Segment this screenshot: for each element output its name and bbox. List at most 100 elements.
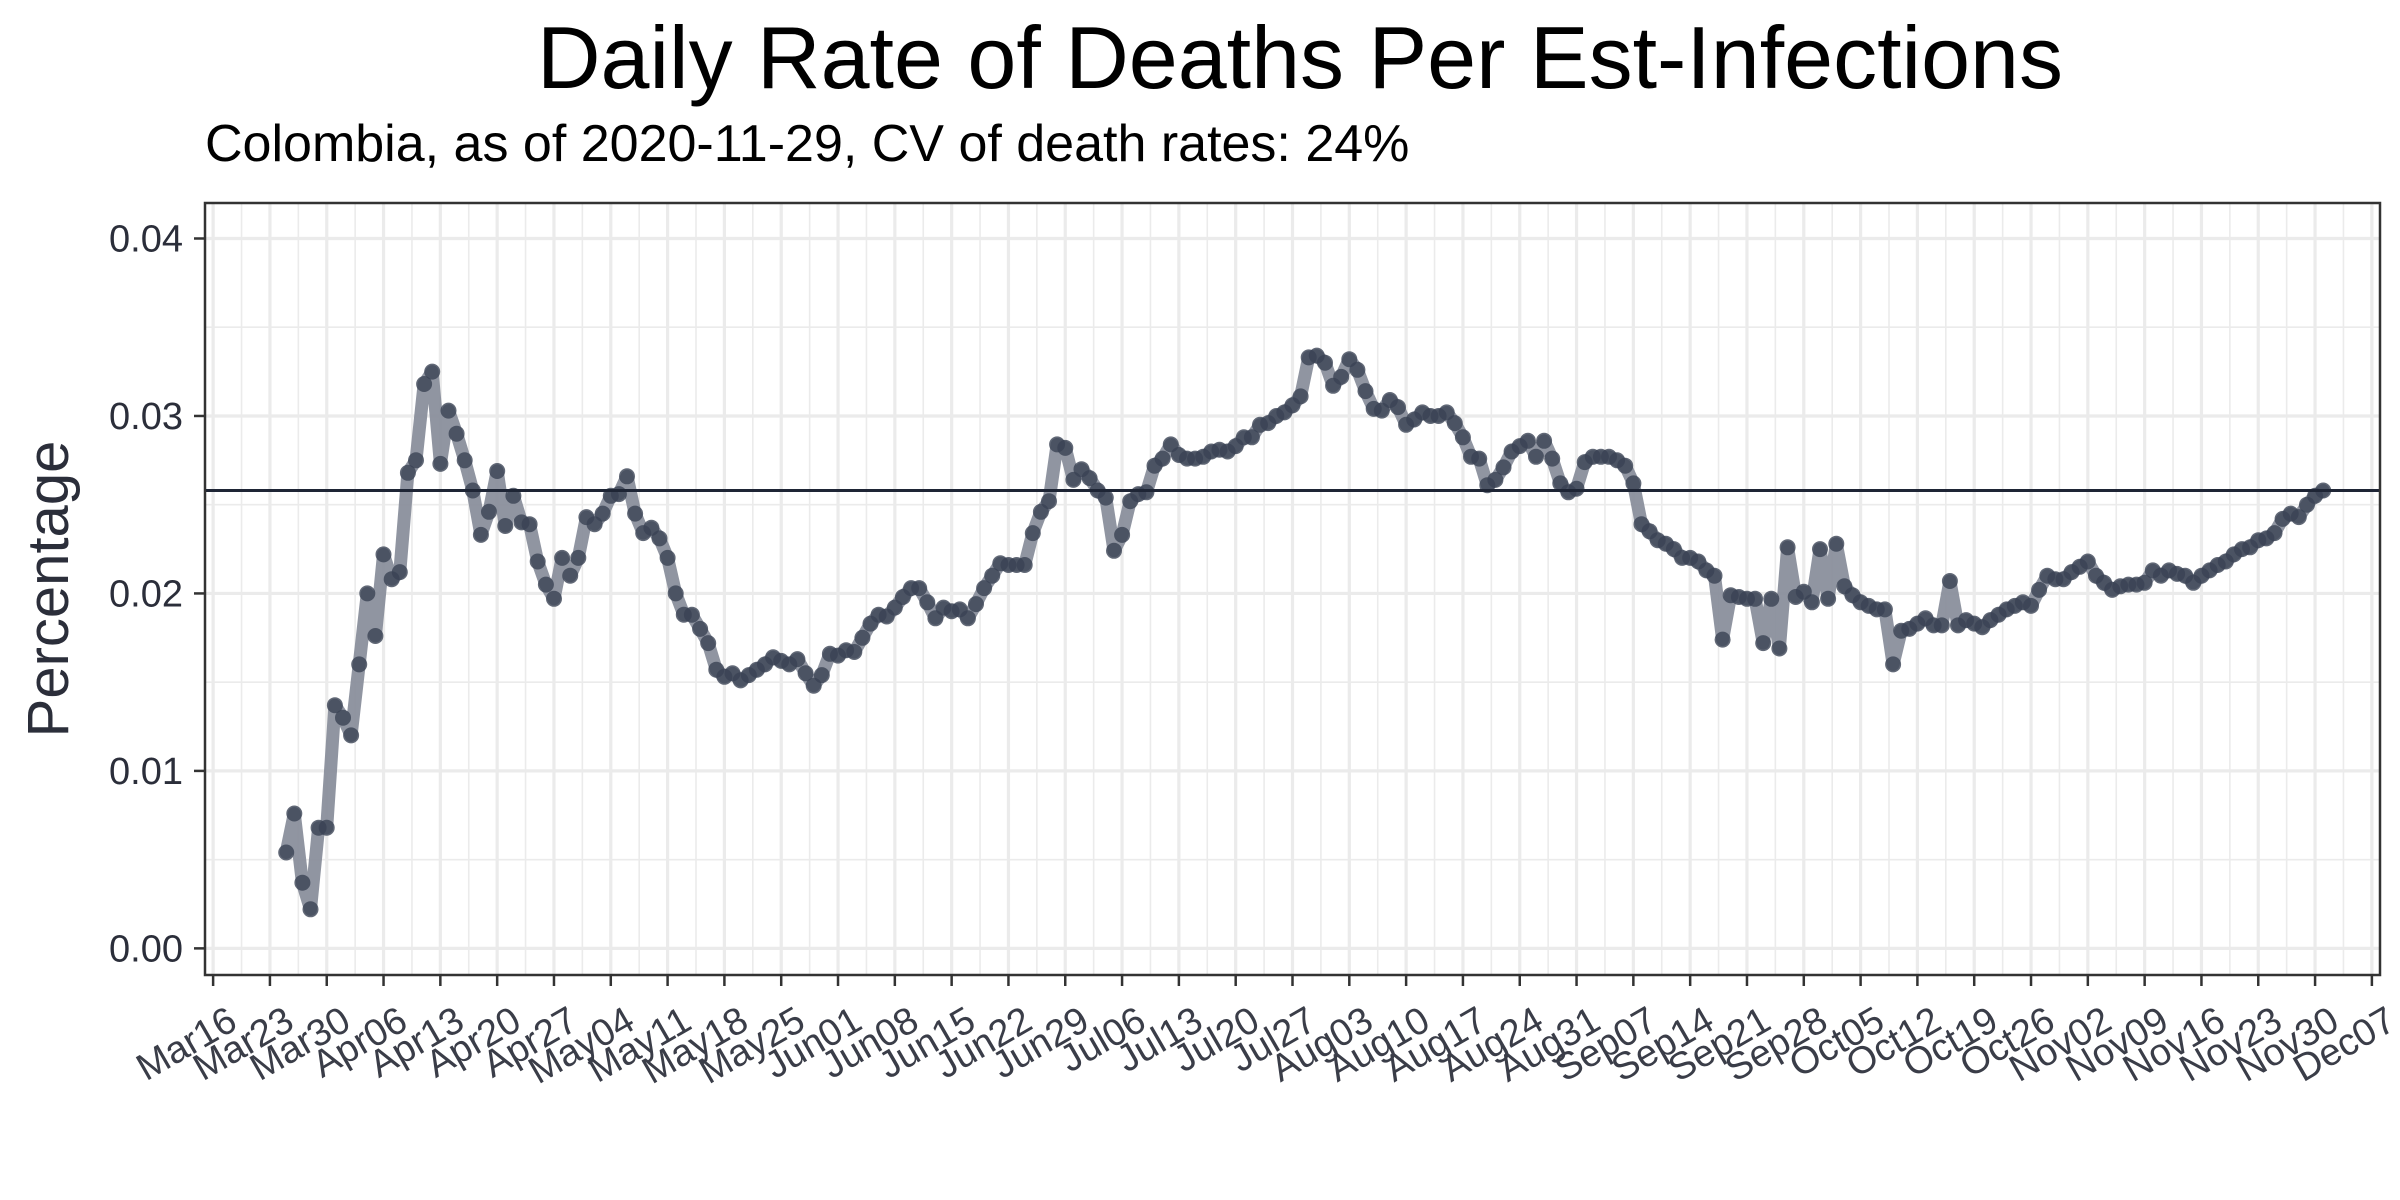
data-point bbox=[854, 629, 871, 646]
y-tick-label: 0.01 bbox=[109, 751, 183, 793]
data-point bbox=[667, 585, 684, 602]
data-point bbox=[627, 505, 644, 522]
data-point bbox=[1812, 541, 1828, 558]
data-point bbox=[391, 564, 408, 581]
data-point bbox=[683, 606, 700, 623]
data-point bbox=[2290, 509, 2307, 526]
data-point bbox=[1495, 459, 1512, 476]
data-point bbox=[408, 452, 424, 469]
chart-title: Daily Rate of Deaths Per Est-Infections bbox=[537, 8, 2063, 107]
data-point bbox=[1097, 489, 1114, 506]
data-point bbox=[472, 526, 489, 543]
data-point bbox=[497, 518, 514, 534]
series-layer bbox=[278, 347, 2332, 918]
y-tick-label: 0.03 bbox=[109, 396, 183, 438]
chart-subtitle: Colombia, as of 2020-11-29, CV of death … bbox=[205, 115, 1410, 173]
data-point bbox=[1617, 457, 1634, 474]
data-point bbox=[399, 464, 416, 481]
x-axis: Mar16Mar23Mar30Apr06Apr13Apr20Apr27May04… bbox=[130, 975, 2400, 1093]
data-point bbox=[700, 635, 717, 652]
data-point bbox=[1454, 429, 1471, 446]
data-point bbox=[1803, 594, 1820, 611]
data-point bbox=[2266, 525, 2283, 542]
data-point bbox=[335, 709, 351, 726]
data-point bbox=[1941, 573, 1958, 589]
data-point bbox=[2023, 597, 2039, 614]
data-point bbox=[537, 576, 554, 593]
data-point bbox=[343, 727, 360, 744]
data-point bbox=[424, 363, 441, 380]
data-point bbox=[432, 455, 449, 472]
y-tick-label: 0.02 bbox=[109, 573, 183, 615]
series-line bbox=[279, 349, 2330, 916]
data-point bbox=[1519, 432, 1536, 449]
data-point bbox=[968, 596, 984, 613]
data-point bbox=[440, 402, 457, 419]
data-point bbox=[1755, 635, 1772, 652]
data-point bbox=[1349, 361, 1366, 378]
data-point bbox=[359, 585, 376, 602]
data-point bbox=[1154, 450, 1171, 467]
data-point bbox=[2079, 553, 2096, 570]
data-point bbox=[521, 516, 538, 533]
y-axis-label: Percentage bbox=[16, 441, 81, 738]
data-point bbox=[659, 549, 676, 566]
data-point bbox=[448, 425, 465, 442]
data-point bbox=[1706, 567, 1723, 584]
y-tick-label: 0.04 bbox=[109, 218, 183, 260]
data-point bbox=[416, 376, 433, 392]
data-point bbox=[619, 468, 635, 485]
data-point bbox=[1138, 484, 1155, 501]
data-point bbox=[481, 503, 497, 520]
data-point bbox=[813, 667, 830, 684]
data-point bbox=[326, 697, 343, 714]
data-point bbox=[1390, 399, 1406, 416]
y-axis: 0.00 0.01 0.02 0.03 0.04 bbox=[109, 218, 205, 970]
data-point bbox=[594, 505, 611, 522]
data-point bbox=[984, 567, 1001, 584]
data-point bbox=[529, 553, 546, 570]
grid-layer bbox=[205, 203, 2380, 975]
data-point bbox=[546, 590, 562, 607]
data-point bbox=[789, 651, 806, 668]
data-point bbox=[911, 580, 928, 597]
data-point bbox=[959, 610, 976, 627]
data-point bbox=[562, 567, 579, 584]
data-point bbox=[1747, 590, 1764, 607]
data-point bbox=[2136, 574, 2153, 591]
data-point bbox=[302, 901, 319, 918]
data-point bbox=[1292, 388, 1309, 405]
data-point bbox=[651, 530, 668, 547]
data-point bbox=[976, 580, 993, 597]
data-point bbox=[1016, 557, 1033, 573]
data-point bbox=[1933, 617, 1950, 634]
data-point bbox=[1828, 535, 1845, 552]
data-point bbox=[797, 665, 814, 682]
data-point bbox=[1820, 590, 1837, 607]
data-point bbox=[1024, 525, 1041, 542]
data-point bbox=[1106, 542, 1122, 559]
data-point bbox=[2031, 581, 2048, 598]
data-point bbox=[846, 644, 863, 660]
data-point bbox=[1885, 656, 1902, 673]
data-point bbox=[1876, 601, 1893, 618]
data-point bbox=[610, 486, 627, 503]
data-point bbox=[1536, 432, 1553, 449]
data-point bbox=[278, 844, 295, 861]
data-point bbox=[692, 620, 709, 637]
data-point bbox=[286, 805, 303, 822]
y-tick-label: 0.00 bbox=[109, 928, 183, 970]
data-point bbox=[367, 628, 384, 644]
data-point bbox=[294, 874, 311, 891]
data-point bbox=[1714, 631, 1731, 648]
data-point bbox=[1333, 368, 1350, 385]
data-point bbox=[919, 594, 936, 611]
data-point bbox=[1544, 450, 1561, 467]
data-point bbox=[1763, 590, 1780, 607]
data-point bbox=[1114, 526, 1131, 543]
data-point bbox=[1357, 383, 1374, 400]
data-point bbox=[1487, 471, 1504, 488]
data-point bbox=[1081, 470, 1098, 487]
data-point bbox=[1568, 480, 1585, 497]
data-point bbox=[1779, 539, 1796, 556]
